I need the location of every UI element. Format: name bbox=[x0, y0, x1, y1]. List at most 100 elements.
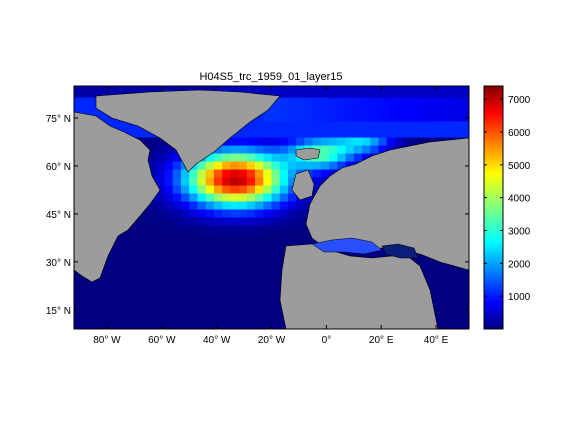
heatmap-cell bbox=[222, 201, 231, 210]
heatmap-cell bbox=[148, 209, 157, 218]
heatmap-cell bbox=[394, 86, 404, 90]
heatmap-cell bbox=[246, 321, 256, 329]
heatmap-cell bbox=[460, 86, 469, 90]
heatmap-cell bbox=[115, 89, 124, 98]
heatmap-cell bbox=[131, 273, 141, 282]
heatmap-cell bbox=[164, 257, 174, 266]
heatmap-cell bbox=[205, 193, 215, 202]
heatmap-cell bbox=[263, 137, 272, 146]
heatmap-cell bbox=[436, 121, 445, 130]
heatmap-cell bbox=[197, 225, 207, 234]
heatmap-cell bbox=[164, 177, 174, 186]
heatmap-cell bbox=[222, 185, 231, 194]
heatmap-cell bbox=[156, 313, 165, 322]
heatmap-cell bbox=[82, 86, 91, 90]
heatmap-cell bbox=[263, 89, 272, 98]
heatmap-cell bbox=[444, 121, 453, 130]
heatmap-cell bbox=[172, 313, 182, 322]
heatmap-cell bbox=[394, 121, 404, 130]
heatmap-cell bbox=[444, 97, 453, 106]
heatmap-cell bbox=[403, 129, 412, 138]
heatmap-cell bbox=[164, 305, 174, 314]
heatmap-cell bbox=[255, 233, 264, 242]
heatmap-cell bbox=[238, 209, 248, 218]
heatmap-cell bbox=[98, 305, 108, 314]
heatmap-cell bbox=[156, 137, 165, 146]
heatmap-cell bbox=[98, 289, 108, 298]
heatmap-cell bbox=[246, 169, 256, 178]
heatmap-cell bbox=[246, 209, 256, 218]
heatmap-cell bbox=[98, 273, 108, 282]
heatmap-cell bbox=[197, 185, 207, 194]
heatmap-cell bbox=[106, 121, 116, 130]
heatmap-cell bbox=[287, 209, 297, 218]
heatmap-cell bbox=[246, 281, 256, 290]
heatmap-cell bbox=[197, 217, 207, 226]
heatmap-cell bbox=[164, 185, 174, 194]
heatmap-cell bbox=[411, 105, 421, 114]
heatmap-cell bbox=[156, 321, 165, 329]
heatmap-cell bbox=[74, 86, 83, 90]
heatmap-cell bbox=[246, 249, 256, 258]
heatmap-cell bbox=[337, 113, 346, 122]
heatmap-cell bbox=[172, 169, 182, 178]
heatmap-cell bbox=[172, 289, 182, 298]
heatmap-cell bbox=[386, 137, 396, 146]
heatmap-cell bbox=[370, 89, 379, 98]
heatmap-cell bbox=[189, 217, 198, 226]
heatmap-cell bbox=[345, 249, 355, 258]
heatmap-cell bbox=[156, 233, 165, 242]
heatmap-cell bbox=[139, 217, 149, 226]
heatmap-cell bbox=[205, 177, 215, 186]
heatmap-cell bbox=[148, 225, 157, 234]
heatmap-cell bbox=[436, 313, 445, 322]
heatmap-cell bbox=[444, 321, 453, 329]
heatmap-cell bbox=[271, 89, 281, 98]
heatmap-cell bbox=[90, 313, 100, 322]
lat-tick-label: 60° N bbox=[46, 162, 71, 173]
heatmap-cell bbox=[74, 89, 83, 98]
heatmap-cell bbox=[411, 89, 421, 98]
heatmap-cell bbox=[82, 297, 91, 306]
heatmap-cell bbox=[123, 129, 133, 138]
heatmap-cell bbox=[436, 273, 445, 282]
heatmap-cell bbox=[164, 313, 174, 322]
heatmap-cell bbox=[444, 313, 453, 322]
heatmap-cell bbox=[460, 121, 469, 130]
heatmap-cell bbox=[271, 193, 281, 202]
heatmap-cell bbox=[106, 257, 116, 266]
heatmap-cell bbox=[394, 105, 404, 114]
heatmap-cell bbox=[337, 86, 346, 90]
heatmap-cell bbox=[263, 201, 272, 210]
heatmap-cell bbox=[255, 169, 264, 178]
heatmap-cell bbox=[255, 281, 264, 290]
heatmap-cell bbox=[255, 273, 264, 282]
heatmap-cell bbox=[172, 281, 182, 290]
heatmap-cell bbox=[205, 257, 215, 266]
heatmap-cell bbox=[386, 121, 396, 130]
heatmap-cell bbox=[156, 225, 165, 234]
heatmap-cell bbox=[329, 153, 338, 162]
heatmap-cell bbox=[123, 289, 133, 298]
heatmap-cell bbox=[139, 257, 149, 266]
heatmap-cell bbox=[238, 249, 248, 258]
heatmap-cell bbox=[82, 305, 91, 314]
heatmap-cell bbox=[90, 305, 100, 314]
heatmap-cell bbox=[370, 145, 379, 154]
heatmap-cell bbox=[123, 121, 133, 130]
heatmap-cell bbox=[238, 129, 248, 138]
heatmap-cell bbox=[296, 209, 305, 218]
heatmap-cell bbox=[452, 313, 462, 322]
heatmap-cell bbox=[90, 321, 100, 329]
heatmap-cell bbox=[255, 153, 264, 162]
heatmap-cell bbox=[287, 113, 297, 122]
heatmap-cell bbox=[205, 209, 215, 218]
heatmap-cell bbox=[312, 137, 322, 146]
heatmap-cell bbox=[255, 185, 264, 194]
heatmap-cell bbox=[263, 305, 272, 314]
heatmap-cell bbox=[246, 225, 256, 234]
heatmap-cell bbox=[230, 281, 239, 290]
heatmap-cell bbox=[403, 113, 412, 122]
heatmap-cell bbox=[304, 137, 314, 146]
heatmap-cell bbox=[90, 105, 100, 114]
